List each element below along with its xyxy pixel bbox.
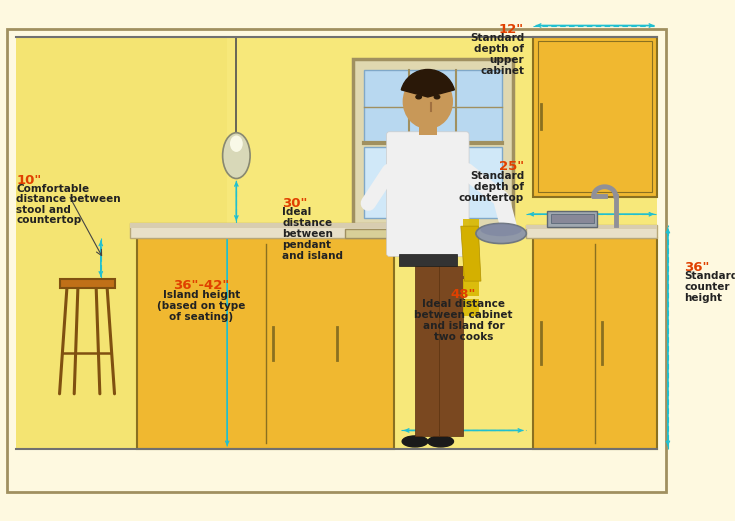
Text: between cabinet: between cabinet [415, 310, 513, 320]
Ellipse shape [230, 135, 243, 152]
Text: two cooks: two cooks [434, 332, 493, 342]
Text: distance: distance [282, 218, 332, 228]
Ellipse shape [416, 95, 421, 99]
Bar [462, 279, 479, 296]
Bar [439, 266, 462, 436]
Text: Ideal distance: Ideal distance [422, 299, 505, 309]
Text: height: height [684, 293, 723, 303]
Bar [462, 259, 479, 276]
Bar [538, 41, 652, 192]
Polygon shape [461, 226, 481, 281]
Ellipse shape [476, 224, 526, 243]
Text: 36": 36" [684, 261, 710, 274]
Bar [462, 239, 479, 255]
Text: 12": 12" [499, 23, 524, 36]
Ellipse shape [428, 436, 453, 447]
Ellipse shape [403, 74, 453, 129]
Bar [462, 219, 479, 235]
Bar [533, 36, 657, 197]
Bar [16, 36, 657, 449]
Text: 10": 10" [16, 174, 42, 187]
Bar [60, 279, 115, 289]
Bar [551, 214, 594, 224]
Bar [130, 224, 401, 238]
Text: Standard: Standard [470, 171, 524, 181]
Bar [419, 116, 437, 134]
Text: between: between [282, 229, 333, 239]
Text: upper: upper [490, 55, 524, 65]
Text: countertop: countertop [16, 215, 82, 225]
Bar [353, 59, 513, 229]
Text: depth of: depth of [474, 44, 524, 54]
Bar [547, 210, 598, 227]
Ellipse shape [481, 224, 522, 236]
FancyBboxPatch shape [387, 132, 469, 256]
Wedge shape [401, 69, 454, 97]
Bar [398, 254, 457, 266]
Text: 36"-42": 36"-42" [173, 279, 229, 292]
Bar [364, 70, 502, 143]
Bar [526, 225, 657, 238]
Text: counter: counter [684, 282, 730, 292]
Text: (based on type: (based on type [157, 301, 245, 311]
Text: pendant: pendant [282, 240, 331, 250]
Bar [364, 147, 502, 218]
Text: depth of: depth of [474, 182, 524, 192]
Text: Standard: Standard [684, 271, 735, 281]
Ellipse shape [434, 95, 440, 99]
Text: Ideal: Ideal [282, 207, 312, 217]
Bar [462, 300, 479, 316]
Text: Island height: Island height [163, 290, 240, 300]
Bar [16, 36, 227, 449]
Text: of seating): of seating) [170, 312, 234, 321]
Bar [533, 238, 657, 449]
Text: 48": 48" [451, 289, 476, 302]
Bar [130, 224, 401, 228]
Text: distance between: distance between [16, 194, 121, 204]
Bar [345, 229, 520, 238]
Bar [526, 225, 657, 229]
Text: 25": 25" [499, 160, 524, 173]
Ellipse shape [402, 436, 428, 447]
Text: stool and: stool and [16, 205, 71, 215]
Ellipse shape [223, 133, 250, 179]
Text: and island for: and island for [423, 321, 504, 331]
Text: Standard: Standard [470, 33, 524, 43]
Text: cabinet: cabinet [480, 66, 524, 76]
Text: countertop: countertop [459, 193, 524, 203]
Text: and island: and island [282, 251, 343, 261]
Text: Comfortable: Comfortable [16, 184, 90, 194]
Text: 30": 30" [282, 197, 307, 210]
Bar [137, 238, 394, 449]
Bar [415, 266, 439, 436]
